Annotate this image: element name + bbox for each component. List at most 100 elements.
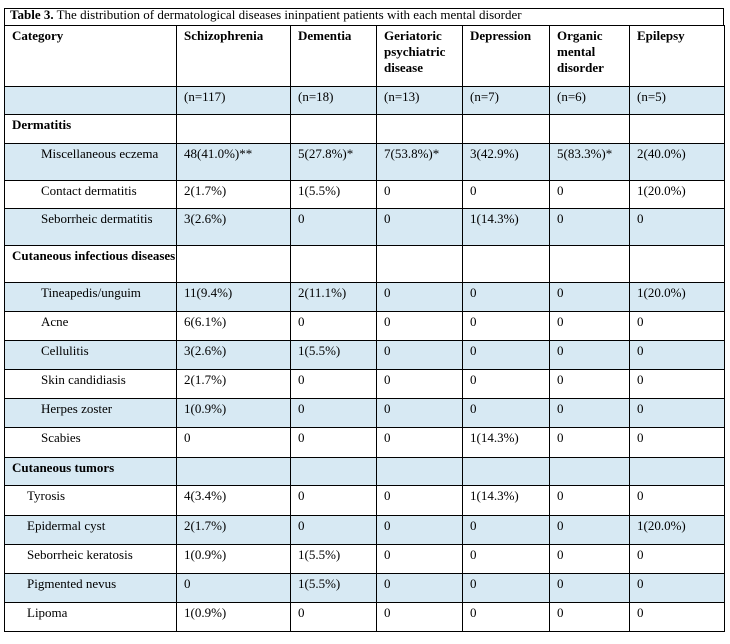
cell-dementia: 5(27.8%)* [290,143,377,181]
cell-depression: 1(14.3%) [462,427,550,458]
empty-cell [629,114,725,144]
cell-organic: 0 [549,602,630,632]
cell-epilepsy: 0 [629,311,725,341]
section-row: Dermatitis [4,114,725,144]
cell-dementia: 2(11.1%) [290,282,377,312]
table-row: Tineapedis/unguim 11(9.4%) 2(11.1%) 0 0 0 1(20… [4,282,725,312]
cell-epilepsy: 1(20.0%) [629,282,725,312]
empty-cell [462,245,550,283]
cell-schizophrenia: 11(9.4%) [176,282,291,312]
cell-dementia: 1(5.5%) [290,340,377,370]
cell-geriatoric: 0 [376,485,463,516]
empty-cell [290,457,377,486]
cell-epilepsy: 1(20.0%) [629,515,725,545]
cell-organic: 0 [549,515,630,545]
header-geriatoric: Geriatoric psychiatric disease [376,25,463,87]
cell-depression: 0 [462,398,550,428]
empty-cell [176,114,291,144]
cell-organic: 0 [549,398,630,428]
cell-geriatoric: 0 [376,369,463,399]
cell-schizophrenia: 0 [176,573,291,603]
cell-depression: 1(14.3%) [462,485,550,516]
header-category: Category [4,25,177,87]
cell-epilepsy: 1(20.0%) [629,180,725,209]
cell-schizophrenia: 2(1.7%) [176,515,291,545]
cell-geriatoric: 0 [376,573,463,603]
n-dementia: (n=18) [290,86,377,115]
cell-dementia: 0 [290,602,377,632]
row-label: Acne [4,311,177,341]
cell-schizophrenia: 0 [176,427,291,458]
empty-cell [549,114,630,144]
cell-dementia: 0 [290,515,377,545]
empty-cell [629,457,725,486]
empty-cell [176,245,291,283]
cell-schizophrenia: 4(3.4%) [176,485,291,516]
header-depression: Depression [462,25,550,87]
n-row: (n=117) (n=18) (n=13) (n=7) (n=6) (n=5) [4,86,725,115]
row-label: Herpes zoster [4,398,177,428]
row-label: Tyrosis [4,485,177,516]
cell-geriatoric: 0 [376,544,463,574]
cell-organic: 0 [549,340,630,370]
cell-epilepsy: 0 [629,602,725,632]
cell-schizophrenia: 2(1.7%) [176,369,291,399]
cell-epilepsy: 0 [629,398,725,428]
cell-geriatoric: 0 [376,602,463,632]
cell-epilepsy: 0 [629,485,725,516]
header-organic: Organic mental disorder [549,25,630,87]
row-label: Seborrheic keratosis [4,544,177,574]
cell-organic: 0 [549,180,630,209]
table-caption: Table 3. The distribution of dermatologi… [10,7,522,22]
table-row: Skin candidiasis 2(1.7%) 0 0 0 0 0 [4,369,725,399]
empty-cell [376,245,463,283]
cell-epilepsy: 0 [629,427,725,458]
n-schizophrenia: (n=117) [176,86,291,115]
cell-organic: 0 [549,369,630,399]
table-row: Epidermal cyst 2(1.7%) 0 0 0 0 1(20.0%) [4,515,725,545]
cell-dementia: 1(5.5%) [290,573,377,603]
n-organic: (n=6) [549,86,630,115]
n-row-blank [4,86,177,115]
cell-geriatoric: 0 [376,282,463,312]
row-label: Cellulitis [4,340,177,370]
table-row: Herpes zoster 1(0.9%) 0 0 0 0 0 [4,398,725,428]
cell-depression: 0 [462,180,550,209]
cell-organic: 0 [549,282,630,312]
empty-cell [176,457,291,486]
cell-depression: 0 [462,573,550,603]
cell-geriatoric: 0 [376,340,463,370]
cell-depression: 0 [462,544,550,574]
table-row: Miscellaneous eczema 48(41.0%)** 5(27.8%)*… [4,143,725,181]
cell-schizophrenia: 3(2.6%) [176,208,291,246]
cell-depression: 0 [462,311,550,341]
table-row: Contact dermatitis 2(1.7%) 1(5.5%) 0 0 0 1(20.… [4,180,725,209]
cell-schizophrenia: 1(0.9%) [176,398,291,428]
empty-cell [462,457,550,486]
n-depression: (n=7) [462,86,550,115]
cell-geriatoric: 0 [376,427,463,458]
cell-geriatoric: 0 [376,208,463,246]
cell-geriatoric: 0 [376,515,463,545]
cell-depression: 0 [462,340,550,370]
section-row: Cutaneous tumors [4,457,725,486]
cell-organic: 0 [549,208,630,246]
cell-schizophrenia: 1(0.9%) [176,602,291,632]
cell-epilepsy: 0 [629,544,725,574]
cell-organic: 0 [549,573,630,603]
row-label: Lipoma [4,602,177,632]
cell-dementia: 0 [290,311,377,341]
cell-depression: 1(14.3%) [462,208,550,246]
cell-dementia: 1(5.5%) [290,180,377,209]
table-row: Tyrosis 4(3.4%) 0 0 1(14.3%) 0 0 [4,485,725,516]
empty-cell [549,245,630,283]
empty-cell [290,114,377,144]
cell-schizophrenia: 2(1.7%) [176,180,291,209]
caption-frame [4,8,724,26]
cell-dementia: 1(5.5%) [290,544,377,574]
empty-cell [549,457,630,486]
caption-text: The distribution of dermatological disea… [53,7,522,22]
cell-schizophrenia: 48(41.0%)** [176,143,291,181]
cell-epilepsy: 0 [629,573,725,603]
cell-dementia: 0 [290,398,377,428]
